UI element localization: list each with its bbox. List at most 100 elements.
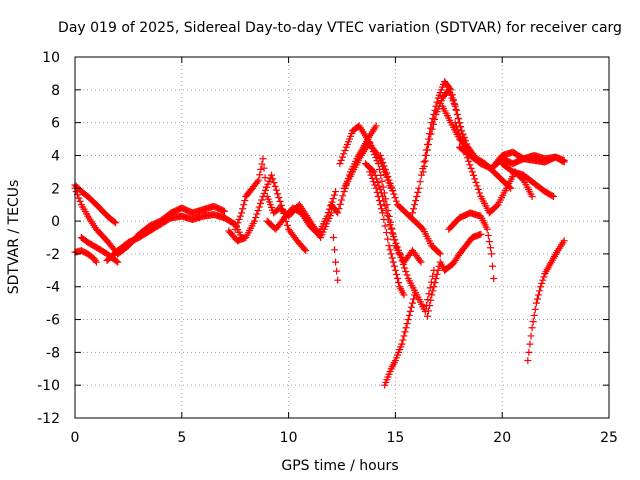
data-point: [560, 156, 568, 164]
data-point: [388, 224, 396, 232]
data-point: [528, 324, 536, 332]
data-point: [339, 192, 347, 200]
data-point: [383, 169, 391, 177]
data-point: [387, 183, 395, 191]
x-tick-label: 25: [600, 430, 618, 446]
y-tick-label: 8: [51, 83, 60, 99]
data-point: [388, 254, 396, 262]
data-point: [471, 175, 479, 183]
data-point: [407, 303, 415, 311]
data-point: [372, 184, 380, 192]
data-point: [112, 219, 120, 227]
data-point: [538, 279, 546, 287]
data-point: [429, 287, 437, 295]
data-point: [324, 209, 332, 217]
series-trace-15: [366, 168, 408, 299]
data-point: [417, 171, 425, 179]
data-point: [477, 230, 485, 238]
data-point: [428, 125, 436, 133]
data-point: [560, 237, 568, 245]
data-point: [76, 197, 84, 205]
y-axis-label: SDTVAR / TECUs: [6, 180, 22, 295]
data-point: [378, 205, 386, 213]
series-trace-16: [381, 291, 419, 389]
data-point: [406, 307, 414, 315]
data-point: [272, 186, 280, 194]
data-point: [465, 157, 473, 165]
data-point: [240, 201, 248, 209]
data-point: [338, 153, 346, 161]
data-point: [234, 219, 242, 227]
data-point: [535, 291, 543, 299]
data-point: [526, 340, 534, 348]
data-point: [468, 168, 476, 176]
data-point: [278, 205, 286, 213]
data-point: [490, 275, 498, 283]
data-point: [435, 249, 443, 257]
chart-title: Day 019 of 2025, Sidereal Day-to-day VTE…: [58, 20, 622, 36]
series-trace-20: [423, 230, 485, 320]
data-point: [426, 302, 434, 310]
data-point: [373, 188, 381, 196]
data-point: [419, 168, 427, 176]
data-point: [415, 184, 423, 192]
data-point: [454, 115, 462, 123]
data-point: [75, 194, 83, 202]
data-point: [283, 221, 291, 229]
y-tick-label: 4: [51, 148, 60, 164]
data-point: [414, 188, 422, 196]
data-point: [536, 287, 544, 295]
data-point: [252, 214, 260, 222]
data-point: [372, 122, 380, 130]
data-point: [432, 275, 440, 283]
data-point: [340, 150, 348, 158]
data-point: [268, 171, 276, 179]
series-trace-26: [498, 160, 557, 200]
data-point: [459, 140, 467, 148]
data-point: [264, 180, 272, 188]
data-point: [456, 133, 464, 141]
data-point: [259, 155, 267, 163]
data-point: [367, 141, 375, 149]
data-point: [330, 191, 338, 199]
data-point: [369, 167, 377, 175]
data-point: [452, 122, 460, 130]
data-point: [413, 192, 421, 200]
data-point: [392, 239, 400, 247]
data-point: [231, 225, 239, 233]
data-point: [548, 192, 556, 200]
y-tick-label: -4: [46, 280, 60, 296]
data-point: [379, 209, 387, 217]
data-point: [403, 271, 411, 279]
data-point: [302, 247, 310, 255]
data-point: [329, 195, 337, 203]
data-point: [113, 257, 121, 265]
y-tick-label: 6: [51, 116, 60, 132]
data-point: [384, 235, 392, 243]
data-point: [232, 222, 240, 230]
data-point: [375, 197, 383, 205]
data-point: [391, 266, 399, 274]
data-point: [329, 234, 337, 241]
data-point: [390, 190, 398, 198]
data-point: [371, 181, 379, 189]
data-point: [336, 160, 344, 168]
data-point: [337, 156, 345, 164]
x-tick-label: 10: [280, 430, 298, 446]
data-point: [257, 165, 265, 173]
data-point: [408, 209, 416, 217]
data-point: [368, 174, 376, 182]
series-trace-17: [376, 151, 444, 258]
data-point: [260, 189, 268, 197]
data-point: [532, 299, 540, 307]
data-point: [390, 262, 398, 270]
data-point: [451, 102, 459, 110]
data-point: [241, 197, 249, 205]
data-point: [416, 178, 424, 186]
data-point: [466, 161, 474, 169]
data-point: [433, 270, 441, 278]
data-point: [410, 205, 418, 213]
data-point: [473, 182, 481, 190]
data-point: [276, 197, 284, 205]
data-point: [472, 178, 480, 186]
